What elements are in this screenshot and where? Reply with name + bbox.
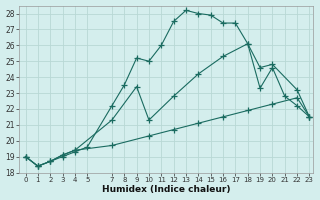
X-axis label: Humidex (Indice chaleur): Humidex (Indice chaleur) bbox=[102, 185, 230, 194]
